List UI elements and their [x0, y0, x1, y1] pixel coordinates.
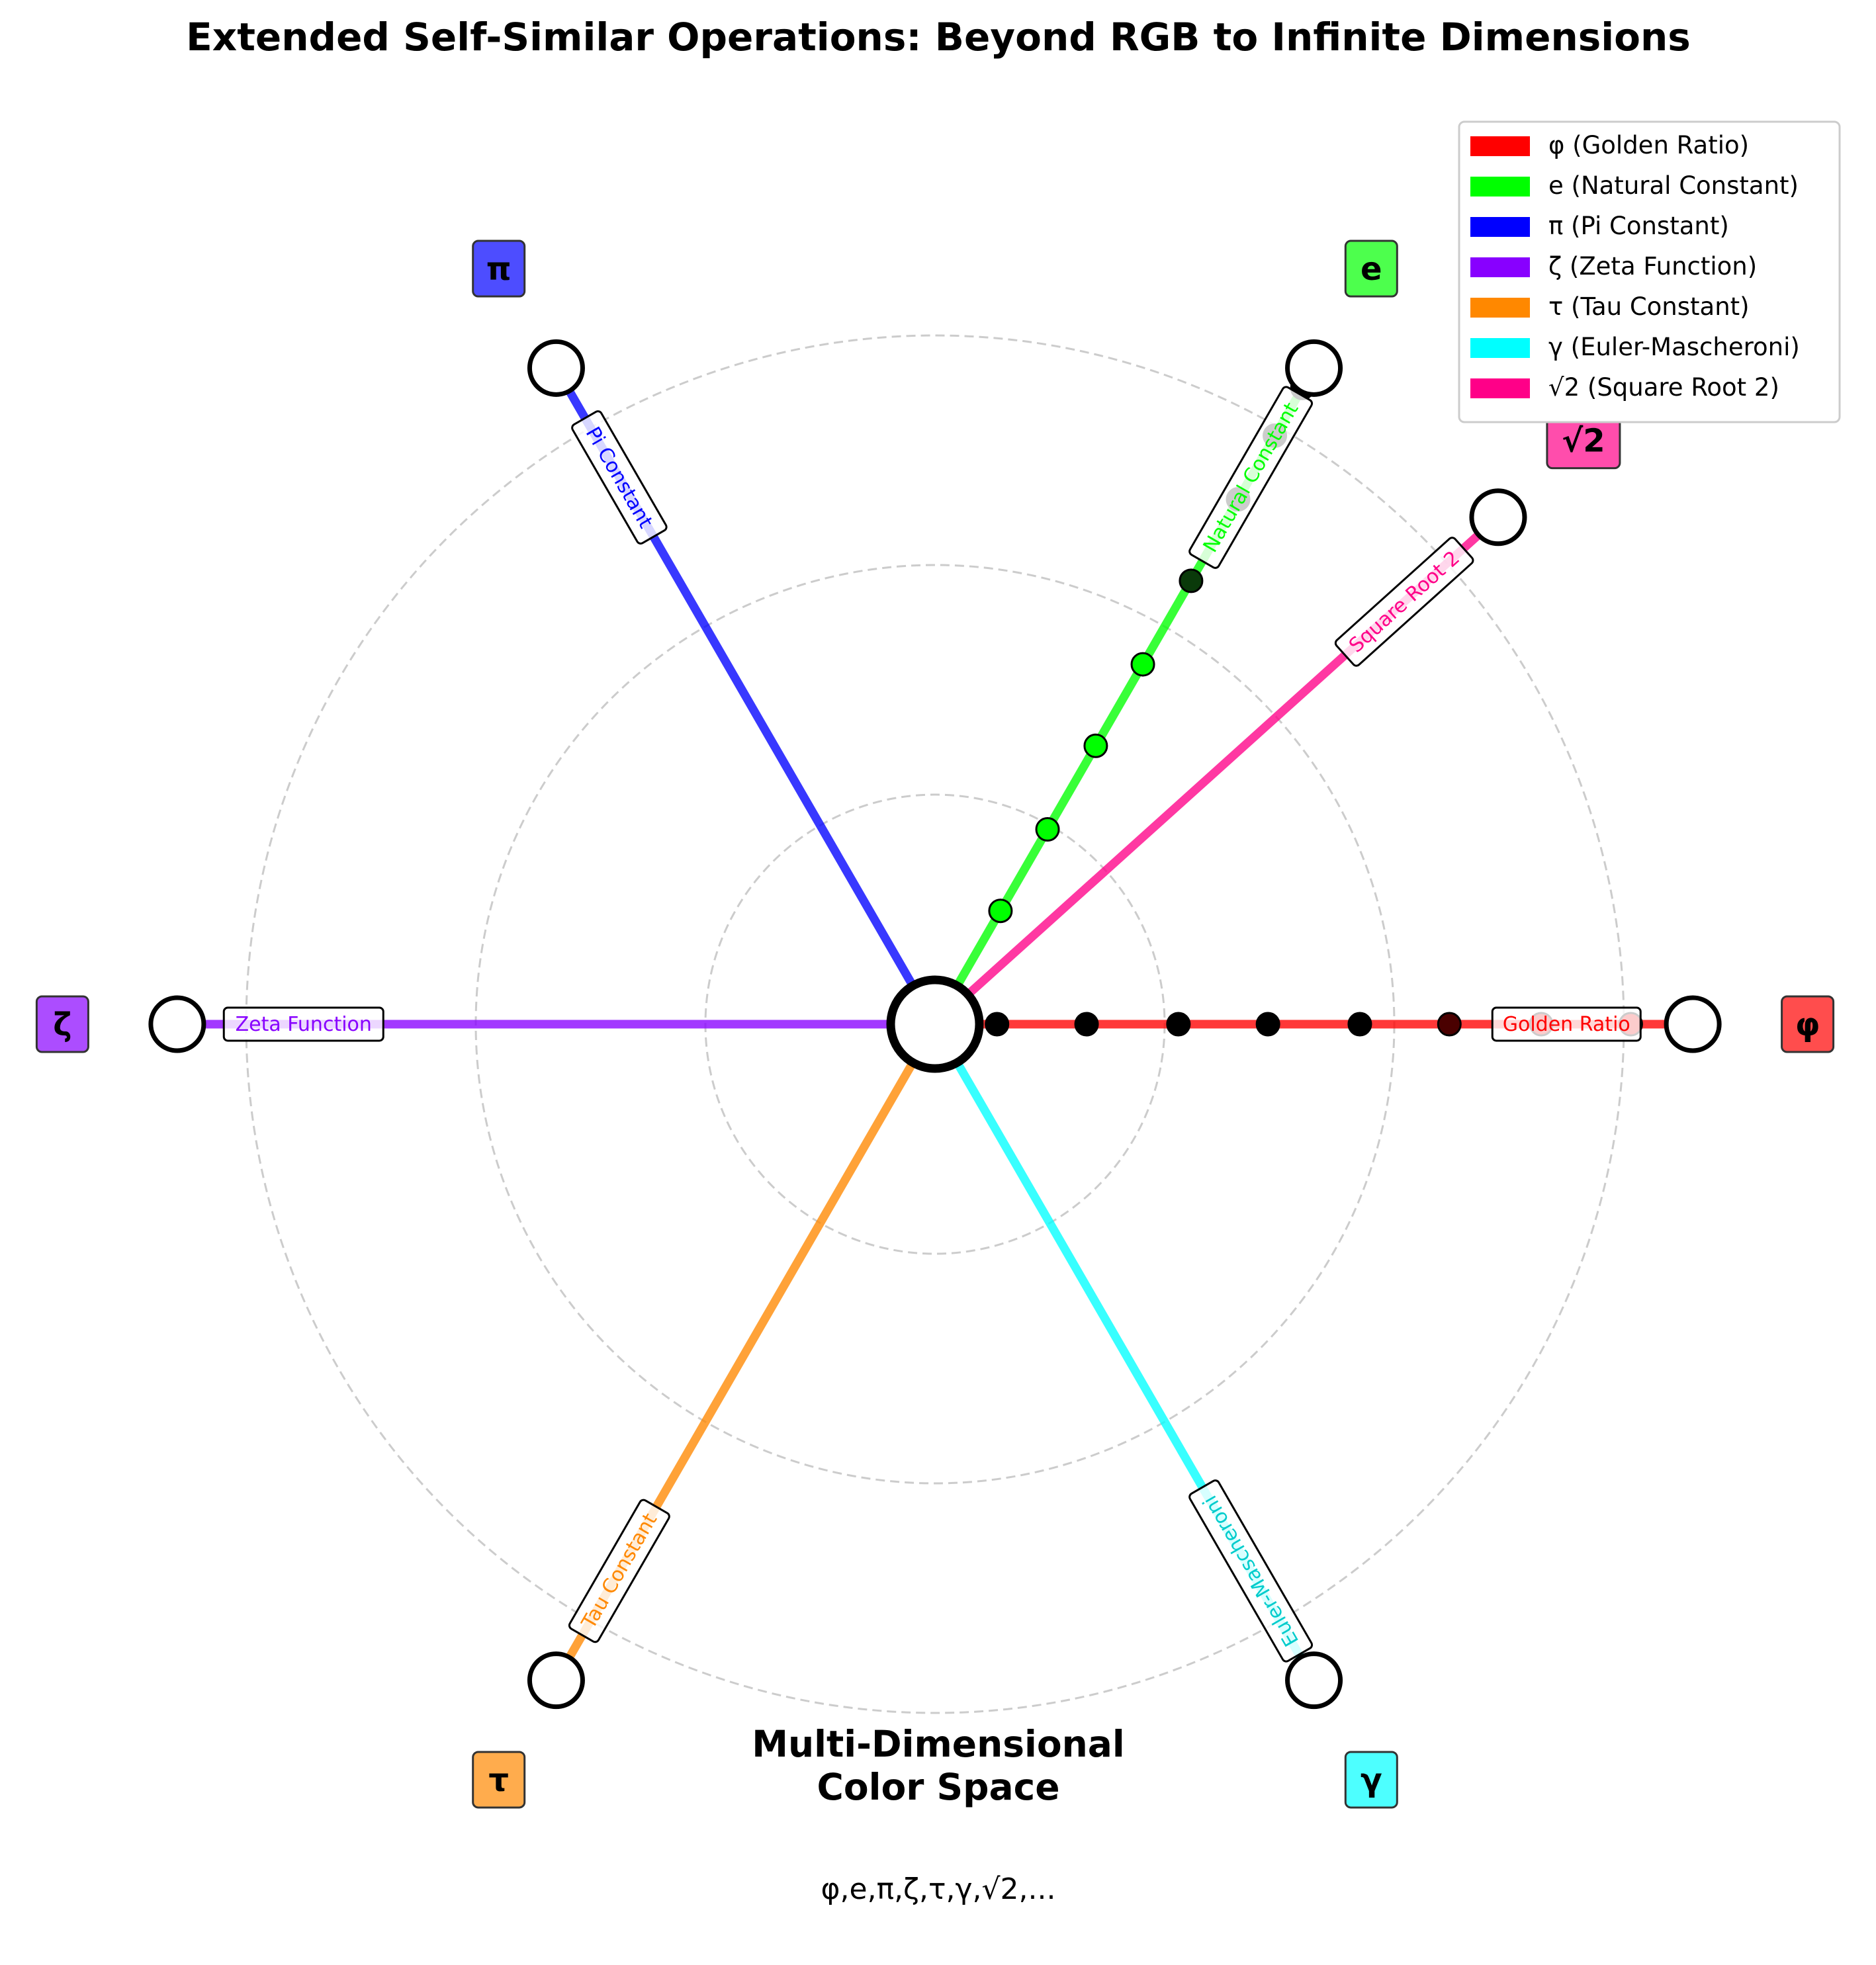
badge-symbol-2: e	[1361, 251, 1382, 288]
legend-label-7: √2 (Square Root 2)	[1548, 373, 1779, 402]
badge-3	[472, 240, 526, 298]
badge-5	[472, 1751, 526, 1809]
legend-swatch-2	[1470, 177, 1530, 196]
spoke-label-text: Tau Constant	[577, 1509, 662, 1634]
data-point	[1035, 816, 1060, 842]
center-hub	[886, 975, 984, 1073]
data-point	[1166, 1012, 1191, 1037]
legend-label-6: γ (Euler-Mascheroni)	[1548, 333, 1800, 361]
legend-label-3: π (Pi Constant)	[1548, 212, 1729, 240]
end-node-1	[1664, 995, 1722, 1053]
spoke-label-5: Tau Constant	[568, 1499, 670, 1643]
data-point	[1255, 1012, 1280, 1037]
center-subtitle: φ,e,π,ζ,τ,γ,√2,...	[821, 1872, 1056, 1906]
end-node-3	[527, 339, 585, 397]
spoke-label-box	[1491, 1006, 1642, 1042]
spoke-label-text: Golden Ratio	[1503, 1013, 1630, 1036]
badge-symbol-4: ζ	[53, 1006, 71, 1043]
data-point	[1083, 733, 1108, 758]
spoke-label-4: Zeta Function	[222, 1006, 384, 1042]
data-point	[988, 898, 1013, 924]
symbol-badges: φ e π ζ τ γ √2	[35, 240, 1835, 1809]
end-node-6	[1285, 1651, 1343, 1710]
end-node-2	[1285, 339, 1343, 397]
spoke-label-text: Pi Constant	[581, 423, 658, 532]
end-node-5	[527, 1651, 585, 1710]
legend-label-2: e (Natural Constant)	[1548, 171, 1799, 200]
center-title-line1: Multi-Dimensional	[752, 1723, 1124, 1765]
legend-swatch-3	[1470, 217, 1530, 237]
data-point	[1074, 1012, 1099, 1037]
data-point	[1179, 568, 1204, 593]
legend-label-1: φ (Golden Ratio)	[1548, 131, 1749, 159]
spoke-label-box	[571, 410, 668, 545]
spoke-label-box	[568, 1499, 670, 1643]
spoke-label-box	[1188, 1479, 1314, 1663]
badge-2	[1344, 240, 1398, 298]
spoke-label-1: Golden Ratio	[1491, 1006, 1642, 1042]
legend: φ (Golden Ratio) e (Natural Constant) π (P…	[1458, 120, 1841, 423]
badge-symbol-3: π	[486, 251, 512, 288]
spoke-label-text: Natural Constant	[1199, 398, 1304, 556]
badge-symbol-1: φ	[1795, 1006, 1820, 1043]
spoke-label-box	[222, 1006, 384, 1042]
legend-label-5: τ (Tau Constant)	[1548, 292, 1750, 321]
badge-6	[1344, 1751, 1398, 1809]
data-point	[1347, 1012, 1372, 1037]
badge-1	[1781, 995, 1835, 1053]
legend-box	[1458, 120, 1841, 423]
legend-swatch-1	[1470, 136, 1530, 156]
badge-symbol-7: √2	[1562, 423, 1605, 460]
spoke-label-box	[1188, 386, 1314, 569]
badge-symbol-5: τ	[488, 1762, 509, 1799]
spoke-label-3: Pi Constant	[571, 410, 668, 545]
legend-swatch-7	[1470, 378, 1530, 398]
end-node-7	[1469, 488, 1527, 546]
data-point	[1130, 652, 1155, 677]
legend-label-4: ζ (Zeta Function)	[1548, 252, 1757, 281]
spoke-label-text: Square Root 2	[1345, 546, 1464, 658]
spoke-label-7: Square Root 2	[1334, 537, 1474, 667]
end-node-4	[148, 995, 206, 1053]
spoke-label-text: Zeta Function	[236, 1013, 372, 1036]
data-point	[985, 1012, 1010, 1037]
chart-title: Extended Self-Similar Operations: Beyond…	[186, 15, 1691, 60]
legend-swatch-5	[1470, 298, 1530, 318]
spoke-label-text: Euler-Mascheroni	[1198, 1491, 1304, 1650]
legend-swatch-6	[1470, 338, 1530, 358]
badge-4	[35, 995, 89, 1053]
legend-swatch-4	[1470, 257, 1530, 277]
center-title-line2: Color Space	[817, 1766, 1059, 1808]
spoke-label-6: Euler-Mascheroni	[1188, 1479, 1314, 1663]
spoke-label-box	[1334, 537, 1474, 667]
data-point	[1437, 1012, 1462, 1037]
badge-symbol-6: γ	[1361, 1762, 1382, 1799]
